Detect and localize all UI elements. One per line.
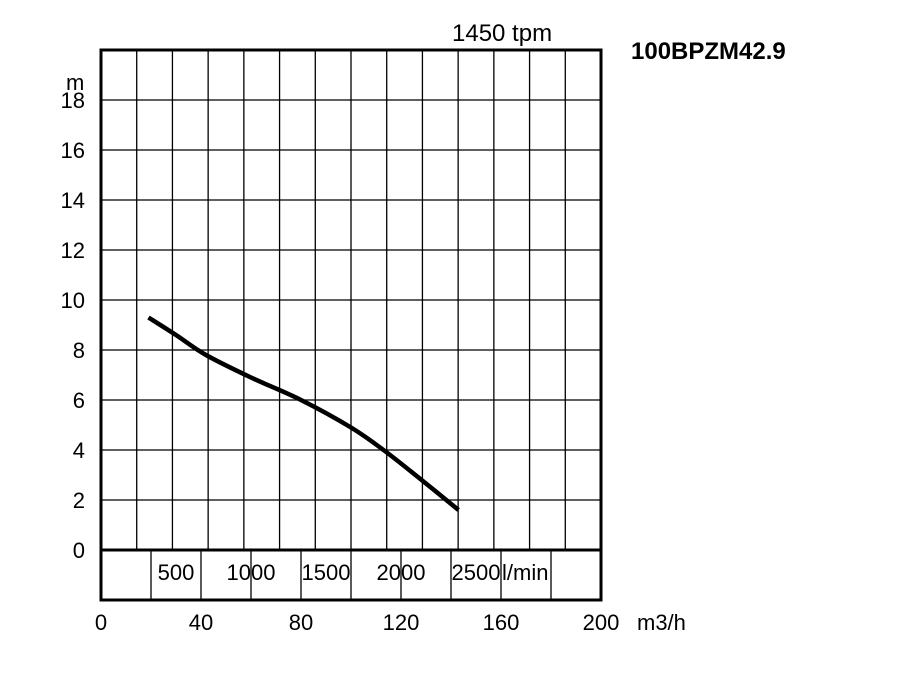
y-tick-label: 16 bbox=[61, 138, 85, 163]
y-axis-label: m bbox=[66, 70, 84, 95]
y-tick-label: 18 bbox=[61, 88, 85, 113]
x-tick-label: 0 bbox=[95, 610, 107, 635]
y-tick-label: 4 bbox=[73, 438, 85, 463]
x-tick-label: 120 bbox=[383, 610, 420, 635]
secondary-x-axis-label: l/min bbox=[502, 560, 548, 585]
x-tick-label: 200 bbox=[583, 610, 620, 635]
secondary-x-tick-labels: 500 1000 1500 2000 2500 bbox=[158, 560, 501, 585]
y-tick-label: 10 bbox=[61, 288, 85, 313]
y-tick-label: 8 bbox=[73, 338, 85, 363]
y-tick-label: 12 bbox=[61, 238, 85, 263]
y-tick-label: 6 bbox=[73, 388, 85, 413]
y-tick-label: 0 bbox=[73, 538, 85, 563]
secondary-x-tick-label: 2000 bbox=[377, 560, 426, 585]
secondary-x-tick-label: 500 bbox=[158, 560, 195, 585]
x-tick-label: 80 bbox=[289, 610, 313, 635]
x-tick-labels: 0 40 80 120 160 200 bbox=[95, 610, 619, 635]
x-tick-label: 40 bbox=[189, 610, 213, 635]
x-tick-label: 160 bbox=[483, 610, 520, 635]
vertical-grid-lines bbox=[136, 50, 566, 600]
secondary-x-tick-label: 2500 bbox=[452, 560, 501, 585]
speed-label: 1450 tpm bbox=[452, 20, 552, 47]
y-tick-label: 2 bbox=[73, 488, 85, 513]
secondary-x-tick-label: 1000 bbox=[227, 560, 276, 585]
y-tick-labels: 0 2 4 6 8 10 12 14 16 18 bbox=[61, 88, 85, 563]
chart-title: 100BPZM42.9 bbox=[631, 38, 786, 65]
y-tick-label: 14 bbox=[61, 188, 85, 213]
secondary-x-tick-label: 1500 bbox=[302, 560, 351, 585]
series-line-head-flow bbox=[147, 315, 460, 512]
x-axis-label: m3/h bbox=[637, 610, 686, 635]
plot-frame bbox=[99, 48, 603, 602]
